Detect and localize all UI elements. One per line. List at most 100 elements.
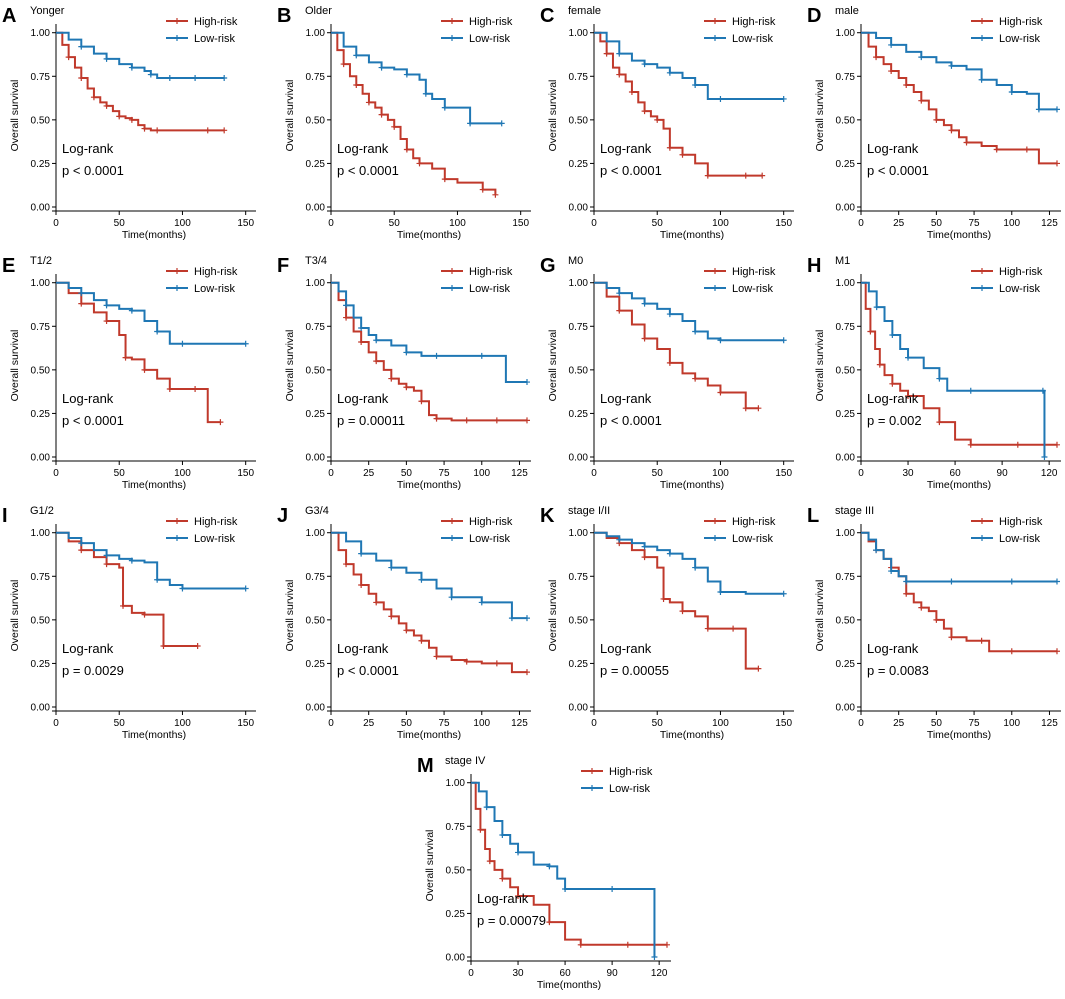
legend-censor-icon — [449, 285, 455, 291]
x-tick-label: 90 — [997, 468, 1009, 479]
panel-label: A — [2, 5, 16, 27]
censor-mark — [936, 419, 943, 426]
p-value: p < 0.0001 — [867, 163, 929, 178]
censor-mark — [103, 552, 110, 559]
x-tick-label: 25 — [363, 718, 375, 729]
censor-mark — [479, 186, 486, 193]
censor-mark — [577, 941, 584, 948]
censor-mark — [477, 826, 484, 833]
censor-mark — [692, 375, 699, 382]
p-value: p = 0.002 — [867, 413, 922, 428]
censor-mark — [340, 61, 347, 68]
x-tick-label: 0 — [53, 468, 59, 479]
censor-mark — [666, 550, 673, 557]
censor-mark — [358, 582, 365, 588]
x-tick-label: 0 — [591, 218, 597, 229]
censor-mark — [154, 127, 161, 134]
x-tick-label: 100 — [712, 718, 729, 729]
censor-mark — [1041, 454, 1048, 460]
censor-mark — [403, 384, 410, 391]
y-tick-label: 0.00 — [306, 703, 326, 714]
y-tick-label: 0.75 — [306, 322, 326, 333]
y-tick-label: 0.75 — [569, 72, 589, 83]
x-tick-label: 30 — [512, 968, 524, 979]
x-tick-label: 100 — [712, 218, 729, 229]
panel-title: M1 — [835, 255, 850, 267]
y-tick-label: 0.25 — [446, 909, 466, 920]
censor-mark — [179, 340, 186, 347]
censor-mark — [641, 554, 648, 561]
p-value: p = 0.00011 — [337, 413, 405, 428]
censor-mark — [160, 643, 167, 649]
censor-mark — [609, 886, 616, 893]
censor-mark — [403, 627, 410, 634]
censor-mark — [948, 127, 955, 134]
panel-label: B — [277, 5, 291, 27]
y-tick-label: 0.00 — [31, 453, 51, 464]
x-tick-label: 125 — [511, 718, 528, 729]
censor-mark — [742, 405, 749, 412]
test-name: Log-rank — [62, 391, 114, 406]
y-tick-label: 0.25 — [31, 159, 51, 170]
censor-mark — [365, 99, 372, 106]
legend-label: High-risk — [999, 266, 1043, 278]
censor-mark — [679, 608, 686, 615]
censor-mark — [978, 637, 985, 644]
censor-mark — [704, 172, 711, 179]
x-axis-label: Time(months) — [122, 229, 186, 241]
legend-label: High-risk — [469, 266, 513, 278]
censor-mark — [1035, 106, 1042, 113]
legend-label: Low-risk — [732, 33, 773, 45]
y-tick-label: 1.00 — [569, 28, 589, 39]
censor-mark — [654, 116, 661, 123]
test-name: Log-rank — [337, 141, 389, 156]
censor-mark — [918, 54, 925, 61]
censor-mark — [343, 561, 350, 568]
censor-mark — [433, 653, 440, 660]
censor-mark — [373, 337, 380, 344]
y-tick-label: 0.75 — [836, 72, 856, 83]
legend-censor-icon — [449, 18, 455, 24]
censor-mark — [128, 64, 135, 71]
censor-mark — [478, 352, 485, 359]
censor-mark — [388, 375, 395, 382]
censor-mark — [780, 337, 787, 344]
censor-mark — [666, 144, 673, 151]
censor-mark — [353, 52, 360, 59]
y-tick-label: 0.75 — [446, 822, 466, 833]
x-tick-label: 50 — [652, 718, 664, 729]
censor-mark — [692, 564, 699, 571]
censor-mark — [666, 311, 673, 318]
censor-mark — [616, 50, 623, 57]
censor-mark — [867, 328, 874, 335]
p-value: p < 0.0001 — [337, 163, 399, 178]
legend-label: High-risk — [732, 266, 776, 278]
legend-label: Low-risk — [469, 33, 510, 45]
p-value: p = 0.00079 — [477, 913, 546, 928]
censor-mark — [562, 886, 569, 893]
censor-mark — [141, 125, 148, 132]
censor-mark — [343, 302, 350, 309]
x-tick-label: 50 — [401, 718, 413, 729]
censor-mark — [717, 95, 724, 102]
censor-mark — [378, 111, 385, 118]
legend-censor-icon — [174, 268, 180, 274]
legend-label: Low-risk — [194, 33, 235, 45]
censor-mark — [780, 590, 787, 597]
legend-censor-icon — [712, 18, 718, 24]
y-tick-label: 1.00 — [306, 278, 326, 289]
legend-censor-icon — [712, 268, 718, 274]
censor-mark — [499, 832, 506, 838]
x-tick-label: 100 — [449, 218, 466, 229]
test-name: Log-rank — [867, 141, 919, 156]
y-tick-label: 0.00 — [306, 203, 326, 214]
legend-censor-icon — [712, 535, 718, 541]
censor-mark — [664, 941, 670, 948]
x-tick-label: 25 — [893, 718, 905, 729]
legend-censor-icon — [449, 535, 455, 541]
censor-mark — [65, 54, 72, 61]
y-tick-label: 1.00 — [31, 528, 51, 539]
censor-mark — [717, 337, 724, 344]
censor-mark — [416, 160, 423, 167]
y-tick-label: 0.25 — [836, 409, 856, 420]
